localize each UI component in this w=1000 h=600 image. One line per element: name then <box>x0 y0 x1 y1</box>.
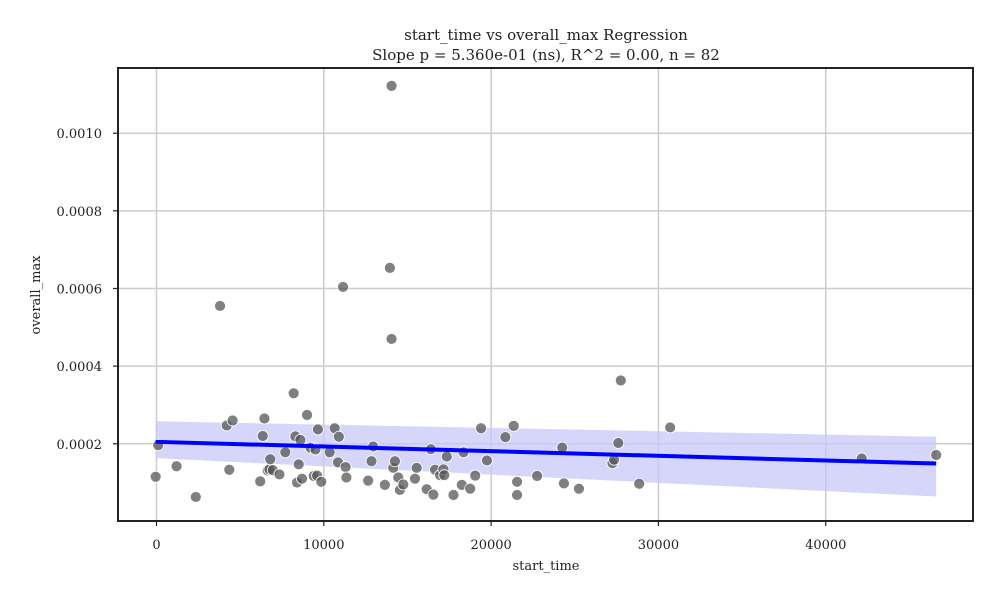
data-point <box>287 387 300 400</box>
y-tick-label: 0.0008 <box>57 205 103 220</box>
data-point <box>469 469 482 482</box>
plot-frame <box>117 67 974 522</box>
y-axis-label: overall_max <box>29 255 44 335</box>
x-tick-label: 10000 <box>303 538 344 553</box>
chart-subtitle: Slope p = 5.360e-01 (ns), R^2 = 0.00, n … <box>372 46 720 64</box>
data-point <box>481 454 493 467</box>
data-point <box>315 475 328 488</box>
data-point <box>292 458 305 471</box>
data-point <box>409 472 421 485</box>
data-point <box>397 478 410 491</box>
data-point <box>383 262 396 274</box>
data-point <box>440 450 453 463</box>
data-point <box>558 477 570 490</box>
data-point <box>264 453 277 466</box>
y-tick-label: 0.0010 <box>57 127 103 142</box>
data-point <box>410 461 423 474</box>
x-axis-ticks: 0 10000 20000 30000 40000 <box>152 521 846 553</box>
data-point <box>447 489 460 501</box>
data-point <box>511 489 523 501</box>
scatter-points <box>149 79 943 503</box>
x-tick-label: 0 <box>152 538 160 553</box>
data-point <box>296 472 308 485</box>
x-axis-label: start_time <box>513 559 580 574</box>
data-point <box>389 455 401 468</box>
data-point <box>614 374 627 387</box>
data-point <box>312 423 324 436</box>
data-point <box>214 300 226 312</box>
x-tick-label: 40000 <box>805 538 846 553</box>
y-axis-ticks: 0.0002 0.0004 0.0006 0.0008 0.0010 <box>57 127 118 453</box>
data-point <box>427 488 440 501</box>
data-point <box>223 463 236 476</box>
data-point <box>365 455 378 468</box>
data-point <box>254 475 267 488</box>
data-point <box>337 281 349 293</box>
data-point <box>507 419 520 432</box>
data-point <box>294 433 307 446</box>
data-point <box>511 475 523 488</box>
data-point <box>438 469 451 482</box>
y-tick-label: 0.0004 <box>57 360 103 375</box>
data-point <box>226 414 239 427</box>
data-point <box>385 333 398 345</box>
data-point <box>149 470 162 483</box>
data-point <box>258 412 271 425</box>
x-tick-label: 30000 <box>638 538 679 553</box>
data-point <box>273 468 286 481</box>
y-tick-label: 0.0006 <box>57 282 103 297</box>
confidence-band <box>155 421 937 497</box>
data-point <box>362 474 375 487</box>
data-point <box>531 470 544 482</box>
data-point <box>573 482 585 495</box>
data-point <box>612 437 625 449</box>
data-point <box>633 477 646 490</box>
chart-title: start_time vs overall_max Regression <box>404 26 688 44</box>
data-point <box>378 478 391 491</box>
data-point <box>930 449 943 461</box>
regression-fit-line <box>155 439 937 466</box>
data-point <box>464 482 477 495</box>
x-tick-label: 20000 <box>470 538 511 553</box>
data-point <box>301 409 313 421</box>
data-point <box>332 430 345 443</box>
data-point <box>189 491 202 503</box>
data-point <box>339 461 352 473</box>
data-point <box>279 446 292 459</box>
data-point <box>256 430 269 442</box>
confidence-band-area <box>155 421 937 497</box>
data-point <box>340 471 353 484</box>
data-point <box>475 422 487 435</box>
data-point <box>170 460 183 473</box>
data-point <box>385 79 398 92</box>
data-point <box>664 421 677 434</box>
y-tick-label: 0.0002 <box>57 438 103 453</box>
regression-line <box>155 439 937 466</box>
data-point <box>499 431 512 444</box>
